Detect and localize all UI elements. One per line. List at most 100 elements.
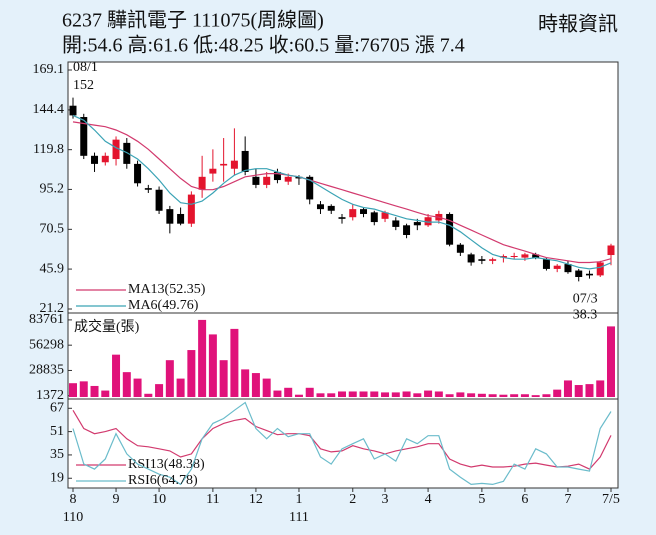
candle-body [370, 212, 378, 223]
x-tick-label: 10 [152, 492, 166, 507]
candle-body [478, 259, 486, 261]
y-tick-label: 144.4 [33, 102, 65, 117]
candle-body [316, 204, 324, 210]
candle-body [284, 176, 292, 182]
bar [230, 328, 239, 397]
x-tick-label: 11 [206, 492, 219, 507]
candle-body [230, 160, 238, 169]
candle-body [542, 259, 550, 269]
x-tick-label: 2 [349, 492, 356, 507]
bar [251, 373, 260, 397]
candle-body [327, 205, 335, 211]
candle-body [338, 217, 346, 219]
candle-body [413, 222, 421, 226]
candle-body [467, 254, 475, 263]
candle-body [585, 273, 593, 276]
price-panel [67, 61, 619, 314]
candle-body [392, 220, 400, 227]
bar [402, 391, 411, 397]
x-tick-label: 4 [425, 492, 432, 507]
bar [413, 393, 422, 397]
bar [316, 393, 325, 397]
candle-body [187, 194, 195, 224]
y-tick-label: 45.9 [40, 261, 65, 276]
bar [273, 390, 282, 397]
candle-body [456, 244, 464, 253]
candle-body [564, 264, 572, 273]
bar [133, 378, 142, 397]
candle-body [166, 209, 174, 224]
bar [596, 380, 605, 397]
bar [198, 319, 207, 397]
series-line [72, 401, 612, 486]
y-tick-label: 21.2 [40, 301, 65, 316]
candle-body [553, 265, 561, 269]
annotation-date: 08/1 [73, 60, 98, 75]
chart-title: 6237 驊訊電子 111075(周線圖) [62, 9, 324, 32]
x-tick-label: 7 [564, 492, 571, 507]
candle-body [155, 189, 163, 211]
bar [434, 391, 443, 397]
y-tick-label: 19 [50, 470, 64, 485]
annotation-value: 38.3 [573, 308, 598, 323]
bar [477, 393, 486, 397]
candle-body [510, 255, 518, 257]
bar [327, 393, 336, 397]
annotation-value: 152 [73, 78, 94, 93]
candle-body [596, 262, 604, 276]
y-tick-label: 169.1 [33, 62, 65, 77]
rsi-panel [67, 398, 619, 489]
candle-body [198, 176, 206, 190]
bar [607, 326, 615, 397]
x-year-label: 110 [63, 510, 83, 525]
y-tick-label: 67 [50, 401, 64, 416]
bar [563, 380, 572, 397]
candle-body [69, 105, 77, 116]
bar [553, 389, 562, 397]
candle-body [349, 209, 357, 218]
candle-body [575, 270, 583, 278]
y-tick-label: 95.2 [40, 182, 65, 197]
bar [284, 387, 293, 397]
bar [456, 392, 465, 397]
panel-title: 成交量(張) [74, 318, 140, 335]
bar [348, 391, 357, 397]
x-tick-label: 3 [382, 492, 389, 507]
candle-body [273, 171, 281, 181]
candle-body [177, 213, 185, 224]
bar [370, 391, 379, 397]
annotation-date: 07/3 [573, 292, 598, 307]
bar [155, 384, 164, 397]
bar [165, 360, 174, 397]
candle-body [360, 209, 368, 214]
bar [294, 394, 303, 397]
x-tick-label: 6 [521, 492, 528, 507]
bar [542, 394, 551, 397]
bar [445, 394, 454, 397]
candle-body [263, 176, 271, 185]
y-tick-label: 56298 [29, 337, 64, 352]
candle-body [446, 213, 454, 245]
series-line [72, 121, 612, 264]
candle-body [144, 188, 152, 190]
y-tick-label: 70.5 [40, 222, 65, 237]
x-tick-label: 8 [70, 492, 77, 507]
candle-body [403, 225, 411, 235]
bar [241, 369, 250, 397]
x-year-label: 111 [289, 510, 309, 525]
candle-body [489, 259, 497, 261]
bar [208, 334, 217, 397]
candle-body [112, 139, 120, 160]
candle-body [209, 168, 217, 174]
bar [176, 378, 185, 397]
candle-body [532, 254, 540, 258]
bar [520, 394, 529, 397]
bar [90, 385, 99, 397]
bar [69, 383, 77, 397]
candle-body [134, 163, 142, 184]
bar [262, 378, 271, 397]
x-tick-label: 5 [478, 492, 485, 507]
bar [424, 390, 433, 397]
bar [499, 394, 508, 397]
candle-body [91, 155, 99, 164]
